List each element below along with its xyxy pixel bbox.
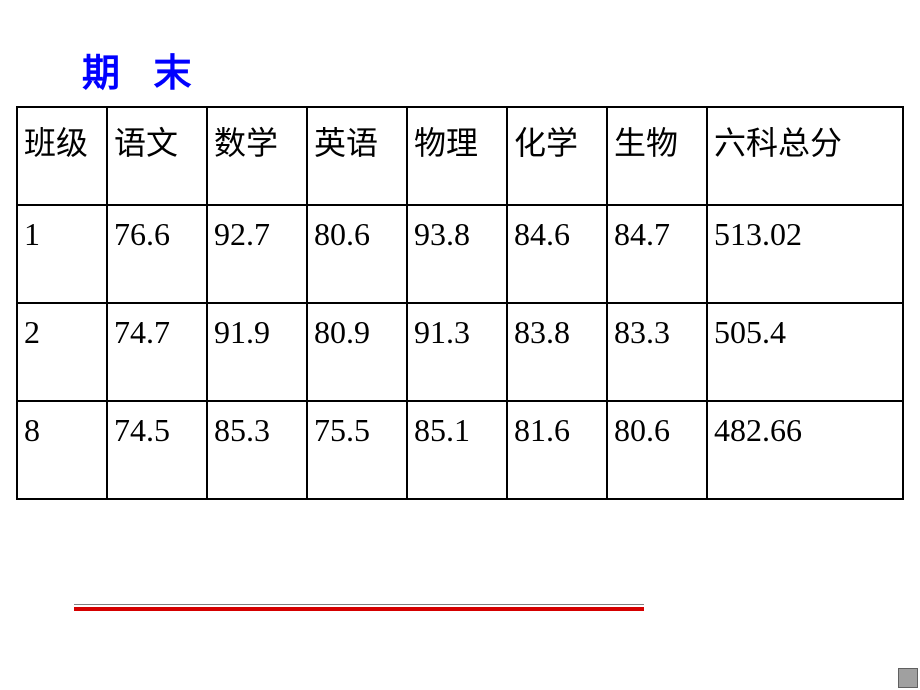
cell-english: 75.5 — [307, 401, 407, 499]
cell-physics: 91.3 — [407, 303, 507, 401]
cell-class: 8 — [17, 401, 107, 499]
slide-title: 期 末 — [82, 42, 204, 97]
scores-table-container: 班级 语文 数学 英语 物理 化学 生物 六科总分 1 76.6 92.7 80… — [16, 106, 902, 500]
cell-math: 85.3 — [207, 401, 307, 499]
scores-table: 班级 语文 数学 英语 物理 化学 生物 六科总分 1 76.6 92.7 80… — [16, 106, 904, 500]
cell-physics: 85.1 — [407, 401, 507, 499]
footer-line-thick — [74, 607, 644, 611]
table-header-row: 班级 语文 数学 英语 物理 化学 生物 六科总分 — [17, 107, 903, 205]
cell-english: 80.9 — [307, 303, 407, 401]
cell-chemistry: 83.8 — [507, 303, 607, 401]
footer-divider — [74, 604, 644, 610]
cell-total: 513.02 — [707, 205, 903, 303]
cell-biology: 80.6 — [607, 401, 707, 499]
cell-class: 2 — [17, 303, 107, 401]
cell-physics: 93.8 — [407, 205, 507, 303]
header-total: 六科总分 — [707, 107, 903, 205]
cell-chemistry: 81.6 — [507, 401, 607, 499]
table-row: 1 76.6 92.7 80.6 93.8 84.6 84.7 513.02 — [17, 205, 903, 303]
table-row: 2 74.7 91.9 80.9 91.3 83.8 83.3 505.4 — [17, 303, 903, 401]
cell-biology: 83.3 — [607, 303, 707, 401]
header-physics: 物理 — [407, 107, 507, 205]
cell-math: 92.7 — [207, 205, 307, 303]
cell-class: 1 — [17, 205, 107, 303]
resize-handle-icon — [898, 668, 918, 688]
table-row: 8 74.5 85.3 75.5 85.1 81.6 80.6 482.66 — [17, 401, 903, 499]
cell-chemistry: 84.6 — [507, 205, 607, 303]
cell-chinese: 74.5 — [107, 401, 207, 499]
cell-total: 482.66 — [707, 401, 903, 499]
header-english: 英语 — [307, 107, 407, 205]
cell-chinese: 74.7 — [107, 303, 207, 401]
header-class: 班级 — [17, 107, 107, 205]
cell-math: 91.9 — [207, 303, 307, 401]
header-chemistry: 化学 — [507, 107, 607, 205]
footer-line-thin — [74, 604, 644, 605]
cell-biology: 84.7 — [607, 205, 707, 303]
cell-total: 505.4 — [707, 303, 903, 401]
cell-english: 80.6 — [307, 205, 407, 303]
header-math: 数学 — [207, 107, 307, 205]
cell-chinese: 76.6 — [107, 205, 207, 303]
header-biology: 生物 — [607, 107, 707, 205]
header-chinese: 语文 — [107, 107, 207, 205]
